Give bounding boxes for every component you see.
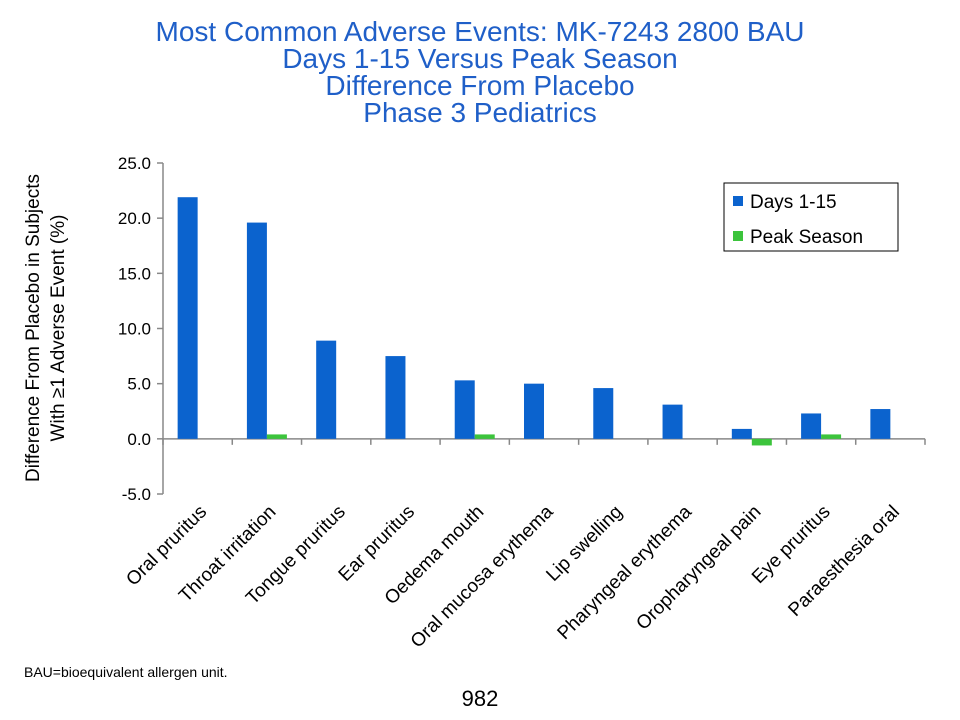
legend-swatch [733,196,743,206]
bar-peak-season [266,434,287,439]
bar-days-1-15 [385,356,406,439]
y-tick-label: -5.0 [122,485,151,504]
bar-days-1-15 [801,413,822,439]
chart-title: Most Common Adverse Events: MK-7243 2800… [0,16,960,128]
legend [723,182,899,252]
title-line-4: Phase 3 Pediatrics [363,97,597,128]
legend-swatch [733,231,743,241]
legend-label: Days 1-15 [750,192,837,213]
y-tick-label: 5.0 [127,375,151,394]
bar-days-1-15 [177,197,198,439]
x-category-label: Pharyngeal erythema [554,501,697,644]
bar-days-1-15 [593,388,614,439]
y-tick-label: 25.0 [118,154,151,173]
footnote: BAU=bioequivalent allergen unit. [24,664,228,680]
bar-days-1-15 [454,380,475,439]
bar-days-1-15 [662,404,683,439]
title-line-3: Difference From Placebo [325,70,635,101]
bar-days-1-15 [316,340,337,439]
x-category-label: Oropharyngeal pain [632,502,765,635]
bar-peak-season [751,438,772,446]
bar-days-1-15 [524,383,544,439]
y-tick-label: 20.0 [118,209,151,228]
title-line-2: Days 1-15 Versus Peak Season [282,43,678,74]
y-axis-label: With ≥1 Adverse Event (%) [48,215,69,442]
page-number: 982 [461,686,499,711]
legend-label: Peak Season [750,227,863,248]
bar-days-1-15 [731,428,752,439]
bar-days-1-15 [246,222,267,439]
bar-peak-season [474,434,495,439]
y-tick-label: 0.0 [127,430,151,449]
x-category-label: Oral mucosa erythema [407,501,558,652]
bar-peak-season [821,434,842,439]
y-axis-label: Difference From Placebo in Subjects [23,174,44,482]
bar-days-1-15 [870,409,891,439]
y-tick-label: 15.0 [118,264,151,283]
y-tick-label: 10.0 [118,320,151,339]
title-line-1: Most Common Adverse Events: MK-7243 2800… [155,16,805,47]
